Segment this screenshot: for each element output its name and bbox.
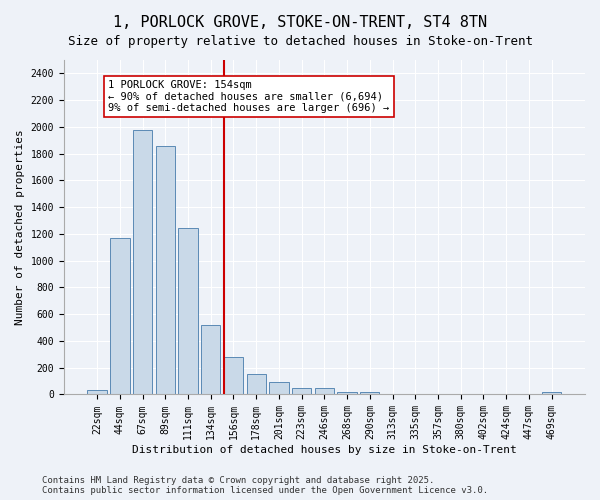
Bar <box>201 325 220 394</box>
Bar <box>155 146 175 394</box>
Text: 1, PORLOCK GROVE, STOKE-ON-TRENT, ST4 8TN: 1, PORLOCK GROVE, STOKE-ON-TRENT, ST4 8T… <box>113 15 487 30</box>
X-axis label: Distribution of detached houses by size in Stoke-on-Trent: Distribution of detached houses by size … <box>132 445 517 455</box>
Text: Size of property relative to detached houses in Stoke-on-Trent: Size of property relative to detached ho… <box>67 35 533 48</box>
Bar <box>178 228 197 394</box>
Bar <box>269 382 289 394</box>
Bar <box>360 392 379 394</box>
Bar <box>247 374 266 394</box>
Text: 1 PORLOCK GROVE: 154sqm
← 90% of detached houses are smaller (6,694)
9% of semi-: 1 PORLOCK GROVE: 154sqm ← 90% of detache… <box>109 80 390 114</box>
Bar <box>88 390 107 394</box>
Y-axis label: Number of detached properties: Number of detached properties <box>15 130 25 325</box>
Bar <box>110 238 130 394</box>
Bar <box>224 357 243 395</box>
Text: Contains HM Land Registry data © Crown copyright and database right 2025.
Contai: Contains HM Land Registry data © Crown c… <box>42 476 488 495</box>
Bar <box>315 388 334 394</box>
Bar <box>542 392 562 394</box>
Bar <box>133 130 152 394</box>
Bar <box>292 388 311 394</box>
Bar <box>337 392 357 394</box>
